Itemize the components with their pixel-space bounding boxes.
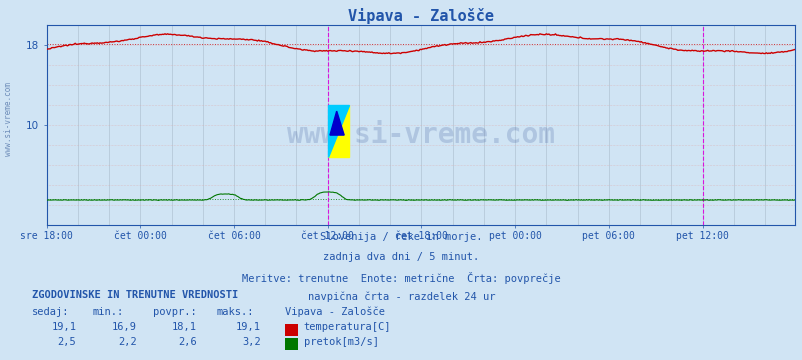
Text: 3,2: 3,2 — [242, 337, 261, 347]
Text: ZGODOVINSKE IN TRENUTNE VREDNOSTI: ZGODOVINSKE IN TRENUTNE VREDNOSTI — [32, 290, 238, 300]
Text: 16,9: 16,9 — [111, 322, 136, 332]
Text: Slovenija / reke in morje.: Slovenija / reke in morje. — [320, 232, 482, 242]
Text: Vipava - Zalošče: Vipava - Zalošče — [285, 307, 385, 317]
Text: 2,2: 2,2 — [118, 337, 136, 347]
Polygon shape — [327, 105, 348, 157]
Text: 2,5: 2,5 — [58, 337, 76, 347]
Text: navpična črta - razdelek 24 ur: navpična črta - razdelek 24 ur — [307, 292, 495, 302]
Text: sedaj:: sedaj: — [32, 307, 70, 317]
Text: 19,1: 19,1 — [51, 322, 76, 332]
Text: Meritve: trenutne  Enote: metrične  Črta: povprečje: Meritve: trenutne Enote: metrične Črta: … — [242, 272, 560, 284]
Text: pretok[m3/s]: pretok[m3/s] — [303, 337, 378, 347]
Text: min.:: min.: — [92, 307, 124, 317]
Text: 19,1: 19,1 — [236, 322, 261, 332]
Text: 18,1: 18,1 — [172, 322, 196, 332]
Text: temperatura[C]: temperatura[C] — [303, 322, 391, 332]
Text: zadnja dva dni / 5 minut.: zadnja dva dni / 5 minut. — [323, 252, 479, 262]
Polygon shape — [330, 111, 344, 135]
Polygon shape — [327, 105, 348, 157]
Text: www.si-vreme.com: www.si-vreme.com — [3, 82, 13, 156]
Text: povpr.:: povpr.: — [152, 307, 196, 317]
Text: www.si-vreme.com: www.si-vreme.com — [286, 121, 554, 149]
Text: 2,6: 2,6 — [178, 337, 196, 347]
Text: maks.:: maks.: — [217, 307, 254, 317]
Title: Vipava - Zalošče: Vipava - Zalošče — [347, 8, 493, 24]
